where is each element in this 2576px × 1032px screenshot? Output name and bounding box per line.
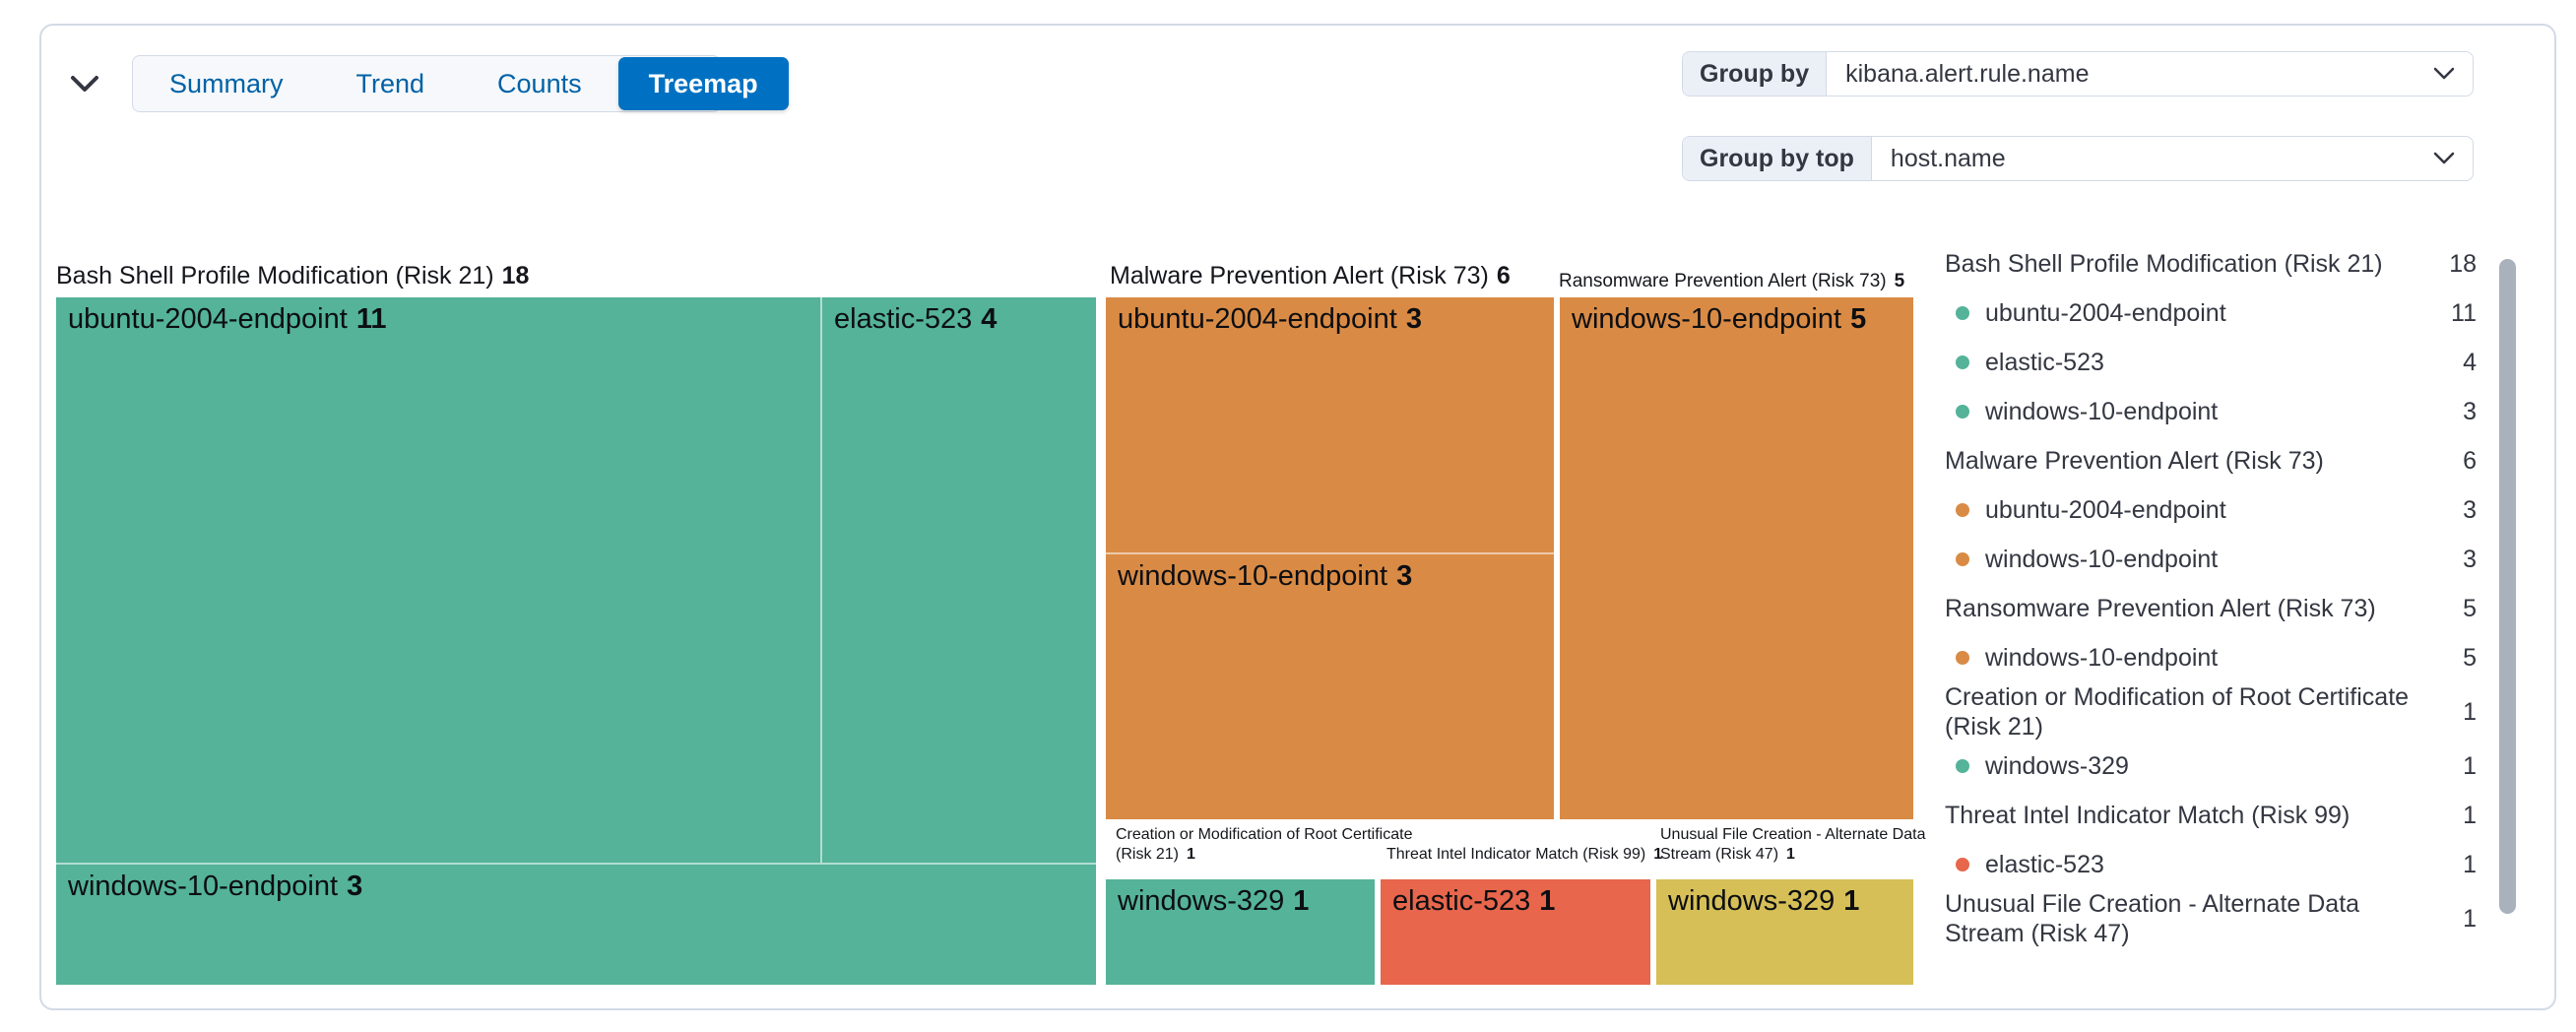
legend-dot-icon	[1956, 503, 1969, 517]
group-by-top-select[interactable]: Group by top host.name	[1682, 136, 2474, 181]
legend-group-row[interactable]: Unusual File Creation - Alternate Data S…	[1945, 890, 2477, 947]
treemap-tile[interactable]: ubuntu-2004-endpoint 11	[68, 303, 387, 335]
chevron-down-icon	[2433, 52, 2473, 96]
treemap-tile[interactable]: windows-10-endpoint 3	[1118, 560, 1413, 592]
chevron-down-icon	[2433, 137, 2473, 180]
legend-dot-icon	[1956, 355, 1969, 369]
legend-dot-icon	[1956, 858, 1969, 871]
treemap-tile[interactable]: windows-329 1	[1668, 885, 1860, 917]
legend-dot-icon	[1956, 306, 1969, 320]
legend-item-row[interactable]: elastic-523 4	[1945, 338, 2477, 387]
tile-divider	[56, 863, 1096, 865]
treemap-group-header: Creation or Modification of Root Certifi…	[1116, 826, 1413, 863]
tab-summary[interactable]: Summary	[133, 56, 320, 111]
group-by-value: kibana.alert.rule.name	[1845, 59, 2090, 88]
legend-dot-icon	[1956, 651, 1969, 665]
legend-item-row[interactable]: windows-10-endpoint 3	[1945, 535, 2477, 584]
treemap-group-header: Unusual File Creation - Alternate Data S…	[1660, 826, 1926, 863]
view-selector-button-group: Summary Trend Counts Treemap	[132, 55, 789, 112]
legend-group-row[interactable]: Creation or Modification of Root Certifi…	[1945, 683, 2477, 741]
treemap-group-ransomware: windows-10-endpoint 5	[1560, 297, 1913, 819]
legend-scrollbar[interactable]	[2499, 259, 2516, 914]
legend-dot-icon	[1956, 759, 1969, 773]
legend-group-row[interactable]: Ransomware Prevention Alert (Risk 73) 5	[1945, 594, 2477, 623]
tile-divider	[1106, 552, 1554, 554]
treemap-tile[interactable]: windows-10-endpoint 5	[1572, 303, 1867, 335]
treemap-tile[interactable]: elastic-523 4	[834, 303, 998, 335]
legend-item-row[interactable]: ubuntu-2004-endpoint 11	[1945, 289, 2477, 338]
legend-item-row[interactable]: windows-10-endpoint 5	[1945, 633, 2477, 682]
legend-item-row[interactable]: ubuntu-2004-endpoint 3	[1945, 485, 2477, 535]
group-by-top-label: Group by top	[1683, 137, 1872, 180]
treemap-group-header: Ransomware Prevention Alert (Risk 73) 5	[1559, 271, 1905, 291]
treemap-group-bash-shell: ubuntu-2004-endpoint 11 elastic-523 4 wind…	[56, 297, 1096, 985]
treemap-tile[interactable]: windows-10-endpoint 3	[68, 871, 363, 902]
treemap-group-malware: ubuntu-2004-endpoint 3 windows-10-endpoin…	[1106, 297, 1554, 819]
treemap-tile[interactable]: windows-329 1	[1118, 885, 1310, 917]
group-by-select[interactable]: Group by kibana.alert.rule.name	[1682, 51, 2474, 97]
tab-trend[interactable]: Trend	[320, 56, 462, 111]
legend-item-row[interactable]: windows-10-endpoint 3	[1945, 387, 2477, 436]
legend-group-row[interactable]: Bash Shell Profile Modification (Risk 21…	[1945, 249, 2477, 279]
tab-treemap[interactable]: Treemap	[617, 57, 789, 110]
legend-item-row[interactable]: windows-329 1	[1945, 742, 2477, 791]
legend-group-row[interactable]: Malware Prevention Alert (Risk 73) 6	[1945, 446, 2477, 476]
legend-group-row[interactable]: Threat Intel Indicator Match (Risk 99) 1	[1945, 801, 2477, 830]
legend-dot-icon	[1956, 405, 1969, 419]
treemap-group-unusual-file: windows-329 1	[1656, 879, 1913, 985]
treemap-group-threat-intel: elastic-523 1	[1381, 879, 1650, 985]
treemap-group-header: Threat Intel Indicator Match (Risk 99) 1	[1386, 846, 1663, 863]
tab-counts[interactable]: Counts	[461, 56, 618, 111]
tile-divider	[820, 297, 822, 863]
treemap-group-header: Bash Shell Profile Modification (Risk 21…	[56, 262, 530, 290]
treemap-tile[interactable]: ubuntu-2004-endpoint 3	[1118, 303, 1422, 335]
treemap-group-root-certificate: windows-329 1	[1106, 879, 1375, 985]
group-by-label: Group by	[1683, 52, 1828, 96]
treemap-group-header: Malware Prevention Alert (Risk 73) 6	[1110, 262, 1511, 290]
legend-dot-icon	[1956, 552, 1969, 566]
collapse-section-button[interactable]	[61, 61, 108, 108]
chevron-down-icon	[70, 75, 99, 96]
chart-legend: Bash Shell Profile Modification (Risk 21…	[1945, 239, 2477, 948]
treemap-tile[interactable]: elastic-523 1	[1392, 885, 1556, 917]
legend-item-row[interactable]: elastic-523 1	[1945, 840, 2477, 889]
group-by-top-value: host.name	[1890, 144, 2006, 172]
